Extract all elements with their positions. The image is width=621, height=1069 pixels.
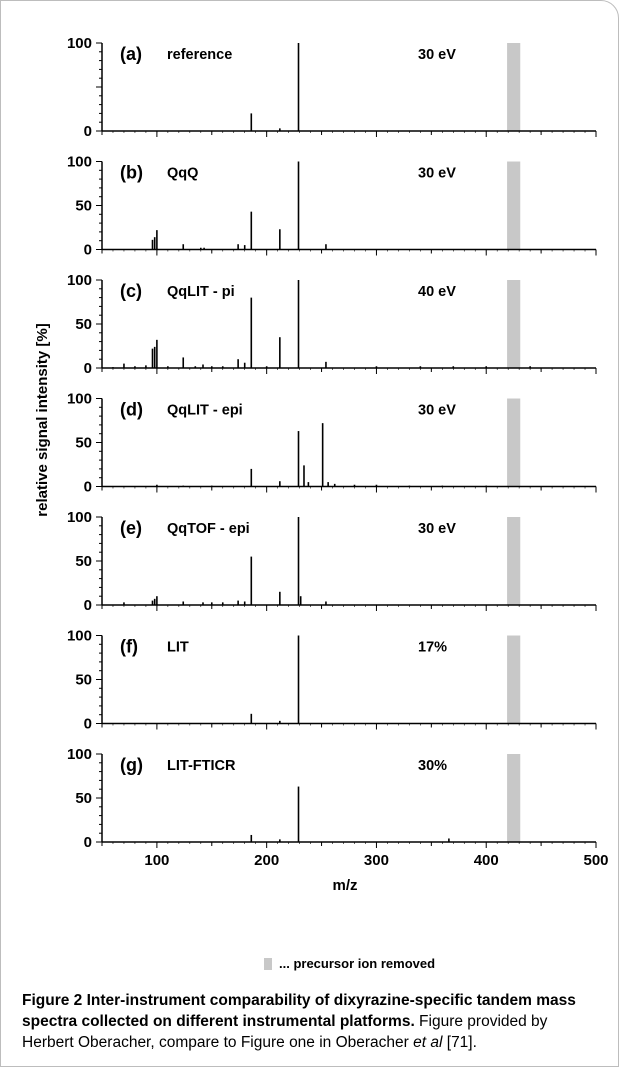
y-tick-label: 0 [84, 716, 92, 733]
panel-label: LIT [167, 640, 189, 656]
y-tick-label: 100 [67, 154, 92, 171]
panel-label: QqTOF - epi [167, 521, 250, 537]
precursor-legend-swatch [264, 957, 272, 970]
y-tick-label: 100 [67, 35, 92, 52]
caption-ref: [71]. [442, 1034, 477, 1051]
panel-label: QqLIT - epi [167, 403, 243, 419]
panel-id: (e) [120, 518, 142, 538]
precursor-band [507, 517, 521, 605]
panel-label: LIT-FTICR [167, 758, 236, 774]
y-tick-label: 100 [67, 509, 92, 526]
panel-id: (a) [120, 44, 142, 64]
y-tick-label: 50 [75, 553, 92, 570]
y-axis-title: relative signal intensity [%] [34, 323, 51, 516]
precursor-band [507, 161, 521, 250]
y-tick-label: 100 [67, 272, 92, 289]
panel-id: (c) [120, 281, 142, 301]
caption-italic: et al [413, 1034, 443, 1051]
panel-label: QqLIT - pi [167, 284, 235, 300]
figure-caption: Figure 2 Inter-instrument comparability … [22, 990, 602, 1053]
panel-id: (f) [120, 637, 138, 657]
y-tick-label: 0 [84, 834, 92, 851]
panel-energy: 30% [418, 758, 447, 774]
precursor-band [507, 635, 521, 724]
panel-energy: 30 eV [418, 166, 456, 182]
panel-energy: 30 eV [418, 47, 456, 63]
precursor-band [507, 398, 521, 487]
panel-id: (g) [120, 755, 143, 775]
precursor-band [507, 43, 521, 131]
panel-energy: 40 eV [418, 284, 456, 300]
precursor-band [507, 280, 521, 368]
y-tick-label: 0 [84, 360, 92, 377]
y-tick-label: 50 [75, 435, 92, 452]
panel-energy: 30 eV [418, 403, 456, 419]
x-tick-label: 500 [583, 852, 608, 869]
mass-spectra-chart: 0 100 (a) reference 30 eV 0 50 100 (b) QqQ 30 eV 0 5… [34, 35, 609, 894]
x-axis-title: m/z [332, 877, 357, 894]
y-tick-label: 100 [67, 391, 92, 408]
y-tick-label: 50 [75, 790, 92, 807]
panel-energy: 30 eV [418, 521, 456, 537]
chart-legend: ... precursor ion removed [264, 956, 435, 971]
panel-label: QqQ [167, 166, 198, 182]
y-tick-label: 100 [67, 628, 92, 645]
y-tick-label: 0 [84, 479, 92, 496]
panel-energy: 17% [418, 640, 447, 656]
panel-id: (b) [120, 163, 143, 183]
y-tick-label: 100 [67, 746, 92, 763]
legend-label: ... precursor ion removed [279, 956, 436, 971]
y-tick-label: 0 [84, 597, 92, 614]
x-tick-label: 400 [474, 852, 499, 869]
panel-id: (d) [120, 400, 143, 420]
x-tick-label: 300 [364, 852, 389, 869]
y-tick-label: 50 [75, 672, 92, 689]
caption-title: Figure 2 Inter-instrument comparability … [22, 992, 576, 1030]
precursor-band [507, 754, 521, 842]
x-tick-label: 200 [254, 852, 279, 869]
y-tick-label: 0 [84, 123, 92, 140]
caption-text: Figure provided by Herbert Oberacher, co… [22, 1013, 548, 1051]
y-tick-label: 50 [75, 316, 92, 333]
panel-label: reference [167, 47, 232, 63]
y-tick-label: 50 [75, 198, 92, 215]
x-tick-label: 100 [144, 852, 169, 869]
y-tick-label: 0 [84, 242, 92, 259]
